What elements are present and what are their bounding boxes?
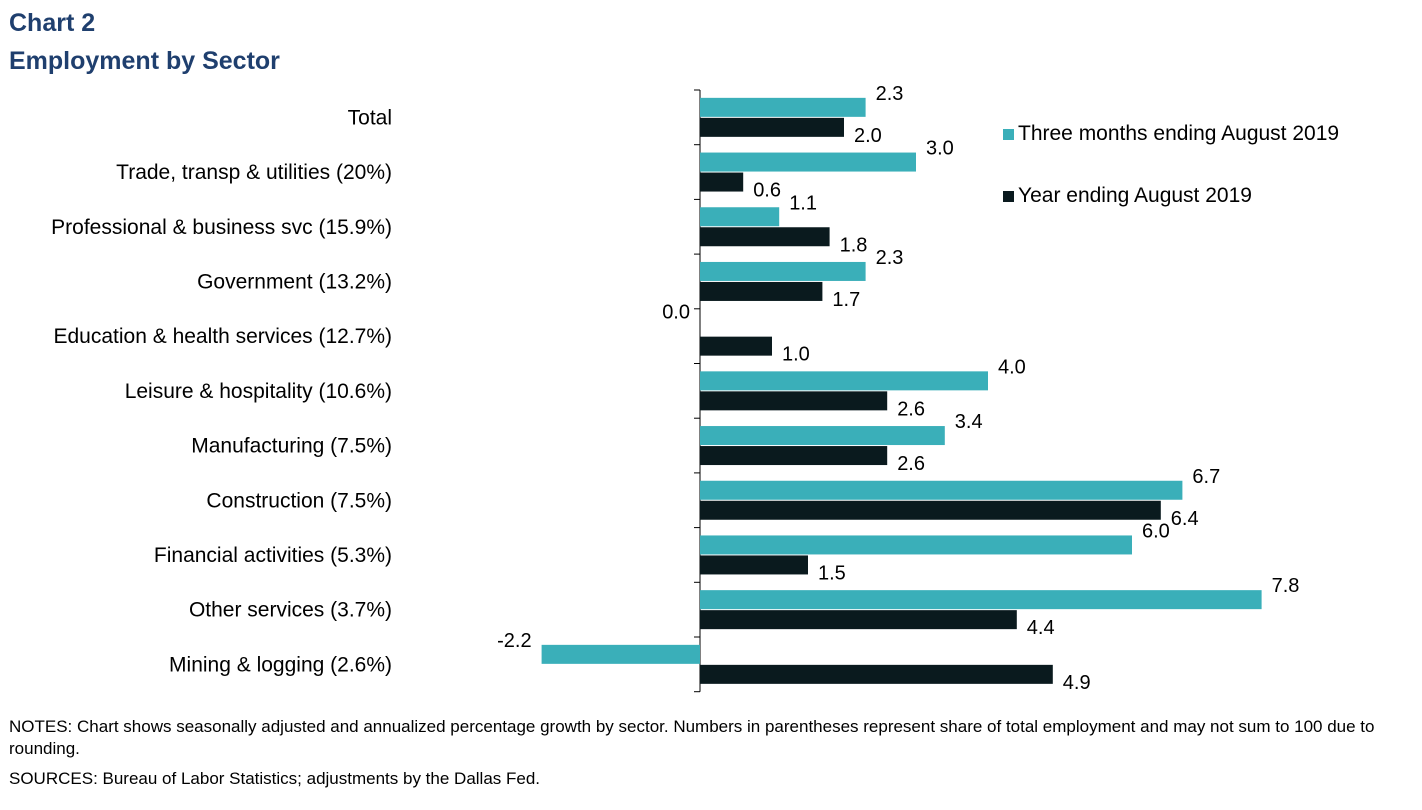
bar-year xyxy=(700,336,772,356)
data-label: 3.0 xyxy=(926,138,954,160)
category-label: Professional & business svc (15.9%) xyxy=(51,216,392,239)
bar-year xyxy=(700,446,888,466)
bar-year xyxy=(700,555,808,575)
chart-notes: NOTES: Chart shows seasonally adjusted a… xyxy=(9,717,1375,758)
bar-chart: Total 2.3 2.0 Trade, transp & utilities (20… xyxy=(51,83,1339,694)
bar-three-months xyxy=(700,371,988,391)
data-label: 4.9 xyxy=(1063,672,1091,694)
data-label: 4.4 xyxy=(1027,617,1055,639)
category-label: Government (13.2%) xyxy=(197,270,392,293)
legend-swatch xyxy=(1003,129,1014,140)
bar-three-months xyxy=(700,426,945,446)
data-label: 6.4 xyxy=(1171,508,1199,530)
data-label: 7.8 xyxy=(1272,575,1300,597)
bar-year xyxy=(700,664,1053,684)
category-label: Mining & logging (2.6%) xyxy=(169,653,392,676)
category-label: Financial activities (5.3%) xyxy=(154,544,392,567)
data-label: 0.6 xyxy=(753,180,781,202)
data-label: 1.5 xyxy=(818,562,846,584)
legend-label: Three months ending August 2019 xyxy=(1018,122,1339,145)
data-label: 1.0 xyxy=(782,344,810,366)
data-label: 2.6 xyxy=(897,398,925,420)
bar-year xyxy=(700,281,823,301)
data-label: 1.8 xyxy=(840,234,868,256)
legend-swatch xyxy=(1003,191,1014,202)
data-label: 2.3 xyxy=(876,83,904,105)
data-label: 2.0 xyxy=(854,125,882,147)
bar-year xyxy=(700,227,830,247)
chart-subtitle: Employment by Sector xyxy=(9,47,280,75)
bar-year xyxy=(700,610,1017,630)
category-label: Construction (7.5%) xyxy=(206,489,392,512)
data-label: 2.3 xyxy=(876,247,904,269)
bar-three-months xyxy=(700,207,780,227)
chart-title: Chart 2 xyxy=(9,9,96,37)
bar-three-months xyxy=(700,535,1132,555)
data-label: 3.4 xyxy=(955,411,983,433)
category-label: Trade, transp & utilities (20%) xyxy=(116,161,392,184)
data-label: 1.1 xyxy=(789,192,817,214)
bar-three-months xyxy=(700,480,1183,500)
bar-three-months xyxy=(700,590,1262,610)
bar-three-months xyxy=(700,261,866,281)
bar-three-months xyxy=(700,97,866,117)
data-label: 1.7 xyxy=(832,289,860,311)
category-label: Manufacturing (7.5%) xyxy=(191,435,392,458)
data-label: 0.0 xyxy=(662,302,690,324)
bar-year xyxy=(700,172,744,192)
bar-year xyxy=(700,500,1161,520)
bar-three-months xyxy=(700,152,916,172)
bar-three-months xyxy=(541,644,700,664)
data-label: 6.7 xyxy=(1192,466,1220,488)
chart-sources: SOURCES: Bureau of Labor Statistics; adj… xyxy=(9,769,541,788)
category-label: Other services (3.7%) xyxy=(189,599,392,622)
bar-year xyxy=(700,117,844,137)
data-label: 4.0 xyxy=(998,356,1026,378)
category-label: Total xyxy=(348,106,392,129)
data-label: 2.6 xyxy=(897,453,925,475)
bar-year xyxy=(700,391,888,411)
category-label: Education & health services (12.7%) xyxy=(53,325,392,348)
legend-label: Year ending August 2019 xyxy=(1018,184,1252,207)
data-label: 6.0 xyxy=(1142,520,1170,542)
category-label: Leisure & hospitality (10.6%) xyxy=(125,380,392,403)
data-label: -2.2 xyxy=(497,630,531,652)
